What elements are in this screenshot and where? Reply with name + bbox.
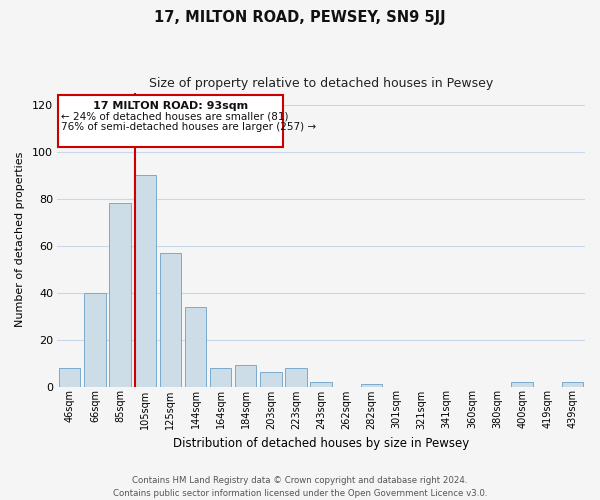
Bar	[562, 382, 583, 386]
Bar	[185, 306, 206, 386]
Bar	[160, 252, 181, 386]
Text: ← 24% of detached houses are smaller (81): ← 24% of detached houses are smaller (81…	[61, 112, 289, 122]
Bar	[134, 175, 156, 386]
Text: 17 MILTON ROAD: 93sqm: 17 MILTON ROAD: 93sqm	[94, 102, 248, 112]
Y-axis label: Number of detached properties: Number of detached properties	[15, 152, 25, 328]
Title: Size of property relative to detached houses in Pewsey: Size of property relative to detached ho…	[149, 78, 493, 90]
Bar	[109, 204, 131, 386]
Text: Contains HM Land Registry data © Crown copyright and database right 2024.
Contai: Contains HM Land Registry data © Crown c…	[113, 476, 487, 498]
Bar	[210, 368, 231, 386]
X-axis label: Distribution of detached houses by size in Pewsey: Distribution of detached houses by size …	[173, 437, 469, 450]
Bar	[286, 368, 307, 386]
Bar	[59, 368, 80, 386]
Bar	[361, 384, 382, 386]
Bar	[84, 292, 106, 386]
Bar	[235, 366, 256, 386]
Text: 76% of semi-detached houses are larger (257) →: 76% of semi-detached houses are larger (…	[61, 122, 316, 132]
Bar	[310, 382, 332, 386]
Text: 17, MILTON ROAD, PEWSEY, SN9 5JJ: 17, MILTON ROAD, PEWSEY, SN9 5JJ	[154, 10, 446, 25]
FancyBboxPatch shape	[58, 96, 283, 147]
Bar	[260, 372, 281, 386]
Bar	[511, 382, 533, 386]
